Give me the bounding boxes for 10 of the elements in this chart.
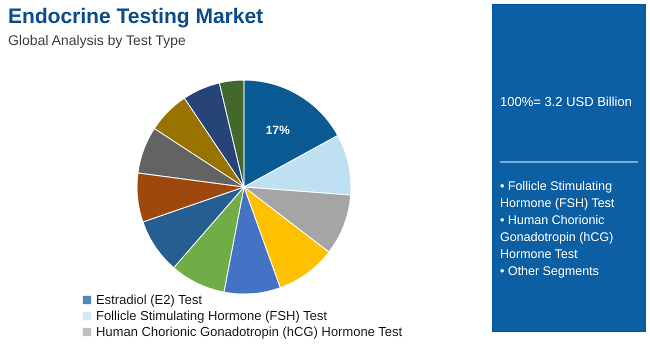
chart-subtitle: Global Analysis by Test Type	[8, 32, 186, 48]
legend-label: Follicle Stimulating Hormone (FSH) Test	[96, 308, 328, 323]
legend-label: Human Chorionic Gonadotropin (hCG) Hormone Test	[96, 324, 403, 339]
legend-label: Estradiol (E2) Test	[96, 292, 202, 307]
text: • Other Segments	[500, 264, 599, 278]
text: • Follicle Stimulating Hormone (FSH) Test	[500, 179, 615, 210]
chart-title: Endocrine Testing Market	[8, 5, 264, 28]
data-label: 17%	[266, 122, 290, 137]
text: • Human Chorionic Gonadotropin (hCG) Hormone Test	[500, 213, 614, 261]
text: 100%= 3.2 USD Billion	[500, 94, 632, 109]
